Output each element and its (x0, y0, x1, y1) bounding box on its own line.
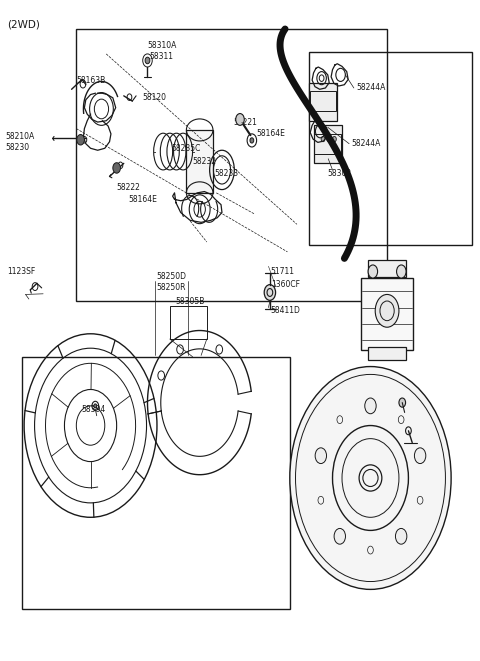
Text: 58235C: 58235C (171, 144, 201, 153)
Text: 58164E: 58164E (257, 130, 286, 138)
Text: 1360CF: 1360CF (271, 280, 300, 289)
Bar (368, 260, 406, 277)
Bar (368, 347, 406, 360)
Bar (76, 29, 387, 301)
Text: (2WD): (2WD) (8, 19, 40, 29)
Circle shape (327, 136, 331, 141)
Text: 58302: 58302 (328, 169, 352, 178)
Text: 58394: 58394 (81, 405, 105, 414)
Circle shape (236, 114, 244, 126)
Circle shape (321, 136, 325, 141)
Bar (309, 83, 337, 121)
Circle shape (399, 398, 406, 407)
Circle shape (145, 58, 150, 63)
Text: 58244A: 58244A (356, 83, 385, 93)
Circle shape (290, 367, 451, 590)
Circle shape (94, 404, 96, 408)
Text: 58222: 58222 (117, 183, 141, 192)
Circle shape (396, 265, 406, 278)
Bar (314, 134, 341, 153)
Bar (186, 130, 213, 193)
Bar (361, 278, 413, 350)
Text: 58305B: 58305B (176, 297, 205, 305)
Circle shape (368, 265, 378, 278)
Text: 58244A: 58244A (351, 139, 381, 148)
Text: 58120: 58120 (143, 93, 167, 102)
Circle shape (396, 528, 407, 544)
Text: 58233: 58233 (214, 169, 238, 178)
Bar (313, 126, 342, 163)
Text: 58310A
58311: 58310A 58311 (147, 41, 177, 61)
Bar (310, 91, 336, 111)
Bar (22, 357, 290, 609)
Text: 58250D
58250R: 58250D 58250R (156, 272, 186, 292)
Text: 1220FS: 1220FS (401, 431, 430, 440)
Circle shape (334, 528, 346, 544)
Text: 58221: 58221 (233, 118, 257, 126)
Circle shape (375, 294, 399, 327)
Text: 58411D: 58411D (271, 306, 300, 315)
Text: 51711: 51711 (271, 267, 295, 276)
Text: 58414: 58414 (404, 399, 428, 408)
Circle shape (414, 448, 426, 463)
Text: 58210A
58230: 58210A 58230 (5, 132, 35, 152)
Bar (170, 306, 207, 339)
Text: 58163B: 58163B (76, 75, 106, 85)
Text: 58232: 58232 (192, 157, 216, 166)
Circle shape (365, 398, 376, 414)
Bar (309, 52, 472, 245)
Circle shape (315, 448, 326, 463)
Circle shape (333, 136, 336, 141)
Text: 1123SF: 1123SF (8, 267, 36, 276)
Circle shape (77, 135, 84, 145)
Circle shape (264, 285, 276, 300)
Text: 58164E: 58164E (129, 195, 157, 204)
Circle shape (250, 137, 254, 143)
Circle shape (113, 163, 120, 173)
